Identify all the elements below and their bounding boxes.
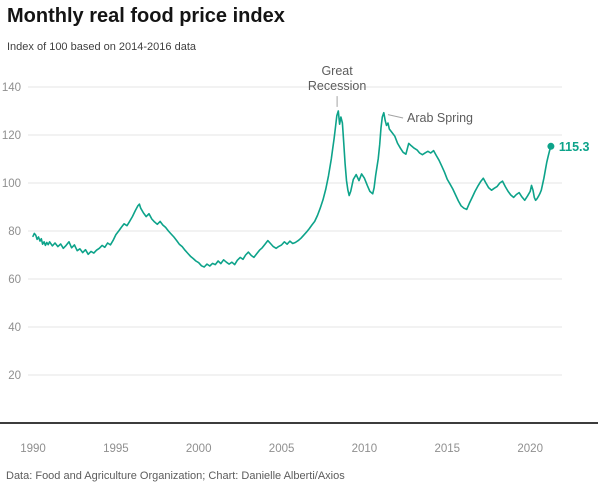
arab-spring-label: Arab Spring bbox=[407, 111, 473, 125]
y-tick-label: 60 bbox=[8, 274, 21, 286]
chart-title: Monthly real food price index bbox=[7, 5, 285, 27]
x-tick-label: 1990 bbox=[20, 443, 46, 455]
price-line-chart: 20 40 60 80 100 120 140 1990 1995 2000 2005 2010 201… bbox=[0, 64, 598, 455]
y-tick-label: 140 bbox=[2, 82, 21, 94]
x-tick-label: 2010 bbox=[352, 443, 378, 455]
x-tick-label: 2000 bbox=[186, 443, 212, 455]
y-tick-label: 40 bbox=[8, 322, 21, 334]
price-line bbox=[32, 110, 552, 268]
source-credit: Data: Food and Agriculture Organization;… bbox=[6, 470, 345, 482]
chart-subtitle: Index of 100 based on 2014-2016 data bbox=[7, 41, 196, 53]
end-value-label: 115.3 bbox=[559, 140, 590, 154]
y-tick-label: 20 bbox=[8, 370, 21, 382]
y-tick-label: 80 bbox=[8, 226, 21, 238]
arab-spring-pointer-line bbox=[387, 114, 404, 119]
x-tick-label: 2020 bbox=[517, 443, 543, 455]
end-point-dot bbox=[547, 142, 555, 150]
x-tick-label: 2005 bbox=[269, 443, 295, 455]
great-recession-label: Great bbox=[321, 64, 353, 78]
y-tick-label: 120 bbox=[2, 130, 21, 142]
great-recession-label: Recession bbox=[308, 79, 366, 93]
x-tick-label: 2015 bbox=[435, 443, 461, 455]
y-tick-label: 100 bbox=[2, 178, 21, 190]
x-tick-label: 1995 bbox=[103, 443, 129, 455]
